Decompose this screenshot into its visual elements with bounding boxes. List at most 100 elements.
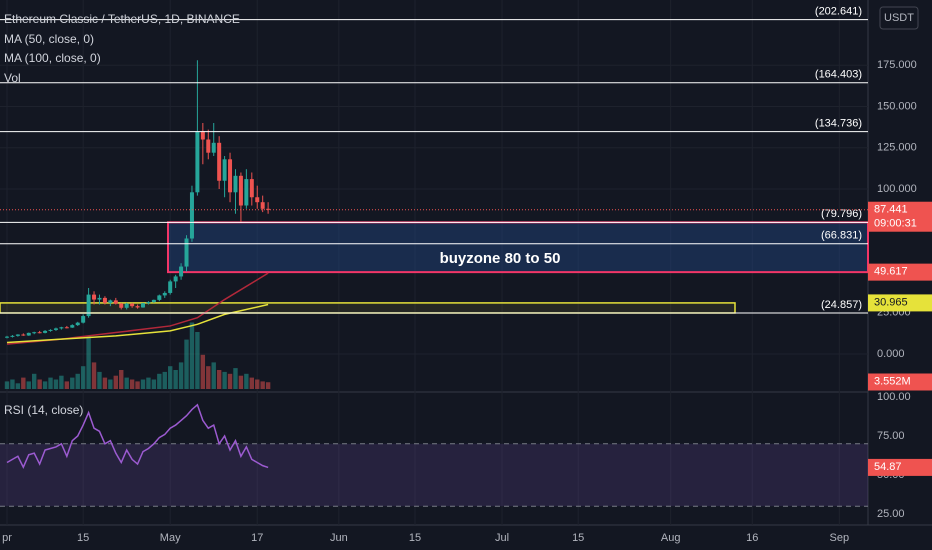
volume-bar (249, 377, 254, 389)
candle-body (168, 281, 173, 293)
axes: 175.000150.000125.000100.00025.0000.000p… (2, 59, 932, 544)
candle-body (151, 299, 156, 303)
candle-body (228, 159, 233, 193)
candle-body (37, 332, 42, 334)
level-label: (202.641) (815, 6, 862, 18)
volume-bar (140, 379, 146, 389)
rsi-legend: RSI (14, close) (4, 403, 83, 417)
candle-body (184, 238, 189, 267)
last-price-tag (868, 201, 932, 232)
candle-body (244, 179, 249, 206)
rsi-pane (0, 403, 868, 507)
buyzone-box (167, 221, 869, 274)
currency-badge[interactable] (879, 6, 919, 30)
volume-tag-text: 3.552M (874, 375, 911, 387)
candle-body (260, 202, 265, 209)
candle-body (249, 179, 254, 198)
ma50-legend: MA (50, close, 0) (4, 32, 94, 46)
volume-bar (244, 373, 249, 389)
candle-body (81, 316, 86, 323)
volume-bar (178, 362, 184, 389)
volume-bar (15, 383, 21, 389)
volume-bar (162, 371, 167, 389)
levels: (202.641) (164.403) (134.736) (79.796) (66.8… (0, 6, 868, 314)
candle-body (217, 142, 222, 181)
candle-body (255, 197, 260, 203)
volume-bar (108, 379, 113, 389)
time-label: 17 (251, 532, 263, 544)
rsi-band (0, 443, 868, 507)
candle-body (266, 208, 271, 210)
candle-body (119, 303, 124, 308)
time-label: May (160, 532, 181, 544)
candle-body (206, 139, 211, 153)
volume-bar (189, 322, 195, 389)
volume-bar (97, 371, 102, 389)
volume-bar (59, 375, 64, 389)
volume-bar (48, 377, 53, 389)
rsi-tag (868, 458, 932, 476)
candle-body (113, 300, 118, 304)
zones: buyzone 80 to 50 (0, 221, 869, 314)
candle-body (173, 276, 178, 282)
price-tick-label: 125.000 (877, 142, 917, 154)
candle-body (222, 159, 227, 181)
time-label: Jun (330, 532, 348, 544)
volume (4, 322, 271, 389)
volume-bar (211, 362, 216, 389)
volume-bar (75, 373, 80, 389)
volume-bar (222, 371, 227, 389)
candle-body (5, 336, 9, 338)
level-label: (134.736) (815, 118, 862, 130)
time-label: Sep (830, 532, 850, 544)
time-label: Aug (661, 532, 681, 544)
volume-bar (146, 377, 151, 389)
volume-bar (157, 373, 162, 389)
rsi-tick-label: 75.00 (877, 430, 905, 442)
candle-body (86, 294, 91, 317)
price-tick-label: 0.000 (877, 348, 905, 360)
moving-averages (6, 272, 269, 345)
candle-body (26, 332, 31, 336)
volume-bar (53, 379, 59, 389)
volume-legend: Vol (4, 71, 21, 85)
candle-body (48, 329, 53, 331)
volume-bar (260, 381, 265, 389)
symbol-title: Ethereum Classic / TetherUS, 1D, BINANCE (4, 12, 240, 26)
currency-label: USDT (884, 12, 914, 24)
candle-body (211, 142, 216, 153)
volume-bar (119, 370, 124, 389)
candle-body (10, 335, 15, 337)
ma100-tag-text: 30.965 (874, 296, 908, 308)
volume-bar (135, 381, 140, 389)
volume-bar (233, 368, 238, 389)
candle-body (238, 175, 243, 206)
candle-body (102, 297, 107, 303)
volume-bar (113, 375, 118, 389)
volume-bar (151, 379, 157, 389)
volume-bar (64, 381, 70, 389)
volume-bar (80, 366, 86, 389)
volume-bar (206, 366, 211, 389)
time-label: Jul (495, 532, 509, 544)
price-tick-label: 100.000 (877, 183, 917, 195)
volume-bar (184, 339, 189, 389)
candle-body (64, 327, 69, 329)
volume-bar (168, 366, 173, 389)
candle-body (146, 302, 151, 304)
volume-bar (42, 381, 48, 389)
volume-bar (37, 379, 42, 389)
ma100-tag (868, 294, 932, 312)
level-label: (79.796) (821, 208, 862, 220)
volume-bar (238, 375, 244, 389)
candle-body (157, 295, 162, 300)
price-tick-label: 175.000 (877, 59, 917, 71)
level-label: (66.831) (821, 230, 862, 242)
candle-body (43, 330, 48, 333)
candle-body (135, 306, 140, 308)
candle-body (108, 300, 113, 303)
volume-bar (21, 377, 26, 389)
volume-bar (70, 377, 75, 389)
volume-bar (216, 370, 222, 389)
